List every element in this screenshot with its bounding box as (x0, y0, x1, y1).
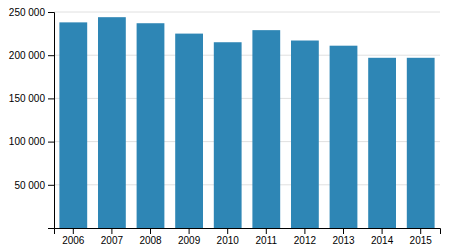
x-tick: 2011 (256, 228, 278, 246)
y-tick-label: 100 000 (9, 136, 46, 147)
chart-svg: 50 000100 000150 000200 000250 000200620… (0, 0, 454, 252)
x-axis: 2006 2007 2008 2009 2010 2011 2012 2013 2014 2015 (55, 228, 441, 246)
bar (214, 42, 242, 228)
bar (291, 41, 319, 228)
x-tick: 2007 (101, 228, 124, 246)
y-tick-label: 200 000 (9, 50, 46, 61)
bars (59, 17, 434, 228)
y-tick-mark (48, 55, 54, 56)
y-tick-mark (48, 12, 54, 13)
y-tick: 100 000 (9, 136, 54, 147)
x-axis-line (55, 229, 441, 235)
x-tick-label: 2008 (139, 235, 162, 246)
x-tick-mark (266, 228, 267, 234)
x-tick-label: 2011 (256, 235, 278, 246)
y-tick: 150 000 (9, 93, 54, 104)
y-axis-line (48, 13, 55, 229)
x-tick-mark (189, 228, 190, 234)
y-tick-label: 150 000 (9, 93, 46, 104)
x-tick-mark (382, 228, 383, 234)
y-tick-mark (48, 142, 54, 143)
x-tick-label: 2010 (217, 235, 240, 246)
y-tick-label: 250 000 (9, 7, 46, 18)
y-axis: 50 000 100 000 150 000 200 000 250 000 (9, 7, 55, 229)
x-tick-label: 2012 (294, 235, 317, 246)
y-tick: 200 000 (9, 50, 54, 61)
plot-area: 50 000100 000150 000200 000250 000200620… (9, 7, 441, 246)
y-tick-mark (48, 185, 54, 186)
x-tick: 2013 (332, 228, 355, 246)
grid-line (54, 12, 440, 13)
bar (407, 58, 435, 228)
x-tick-mark (343, 228, 344, 234)
bar (330, 46, 358, 228)
x-tick-label: 2007 (101, 235, 124, 246)
chart-container: 50 000100 000150 000200 000250 000200620… (0, 0, 454, 252)
y-tick: 250 000 (9, 7, 54, 18)
x-tick-label: 2009 (178, 235, 201, 246)
x-tick-mark (420, 228, 421, 234)
x-tick: 2015 (410, 228, 433, 246)
bar (252, 30, 280, 228)
x-tick: 2006 (62, 228, 85, 246)
x-tick-mark (73, 228, 74, 234)
x-tick-mark (150, 228, 151, 234)
x-tick: 2014 (371, 228, 394, 246)
bar (59, 22, 87, 228)
y-tick-mark (48, 98, 54, 99)
x-tick-label: 2006 (62, 235, 85, 246)
x-tick-label: 2013 (332, 235, 355, 246)
x-tick: 2009 (178, 228, 201, 246)
x-tick: 2012 (294, 228, 317, 246)
bar (137, 23, 165, 228)
y-tick: 50 000 (14, 180, 54, 191)
x-tick-mark (227, 228, 228, 234)
x-tick-label: 2015 (410, 235, 433, 246)
bar (368, 58, 396, 228)
y-tick-label: 50 000 (14, 180, 45, 191)
bar (175, 34, 203, 228)
x-tick-mark (304, 228, 305, 234)
bar (98, 17, 126, 228)
x-tick: 2010 (217, 228, 240, 246)
x-tick: 2008 (139, 228, 162, 246)
x-tick-mark (111, 228, 112, 234)
x-tick-label: 2014 (371, 235, 394, 246)
